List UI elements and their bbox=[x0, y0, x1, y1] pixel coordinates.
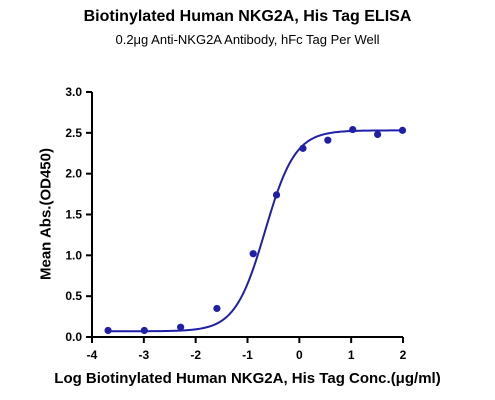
axis-ticks: -4 -3 -2 -1 0 1 2 0.0 0.5 1.0 1.5 2.0 2.5 3.0 bbox=[65, 85, 406, 362]
data-point bbox=[374, 130, 382, 139]
y-tick-label: 1.5 bbox=[65, 208, 82, 222]
x-tick-label: -3 bbox=[138, 348, 149, 362]
data-point bbox=[324, 136, 332, 144]
data-point bbox=[177, 323, 185, 331]
data-point bbox=[272, 191, 281, 199]
x-tick-label: 2 bbox=[400, 348, 407, 362]
y-tick-label: 0.0 bbox=[65, 330, 82, 344]
x-axis-label: Log Biotinylated Human NKG2A, His Tag Co… bbox=[54, 370, 441, 387]
y-tick-label: 2.5 bbox=[65, 126, 82, 140]
data-point bbox=[349, 125, 357, 134]
data-point bbox=[104, 326, 112, 335]
x-tick-label: -1 bbox=[242, 348, 253, 362]
y-tick-label: 0.5 bbox=[65, 289, 82, 303]
axes bbox=[91, 92, 403, 338]
y-tick-label: 3.0 bbox=[65, 85, 82, 99]
x-tick-label: -4 bbox=[87, 348, 98, 362]
chart-subtitle: 0.2μg Anti-NKG2A Antibody, hFc Tag Per W… bbox=[115, 32, 380, 47]
chart-title: Biotinylated Human NKG2A, His Tag ELISA bbox=[83, 8, 412, 25]
x-tick-label: -2 bbox=[190, 348, 201, 362]
data-point bbox=[140, 326, 148, 335]
data-points bbox=[104, 125, 407, 335]
fit-curve bbox=[108, 129, 403, 333]
y-tick-label: 2.0 bbox=[65, 167, 82, 181]
data-point bbox=[249, 250, 257, 258]
data-point bbox=[299, 144, 307, 152]
data-point bbox=[213, 304, 221, 313]
y-tick-label: 1.0 bbox=[65, 248, 82, 262]
y-axis-label: Mean Abs.(OD450) bbox=[37, 148, 55, 280]
data-point bbox=[398, 126, 407, 134]
x-tick-label: 0 bbox=[296, 348, 303, 362]
x-tick-label: 1 bbox=[348, 348, 355, 362]
